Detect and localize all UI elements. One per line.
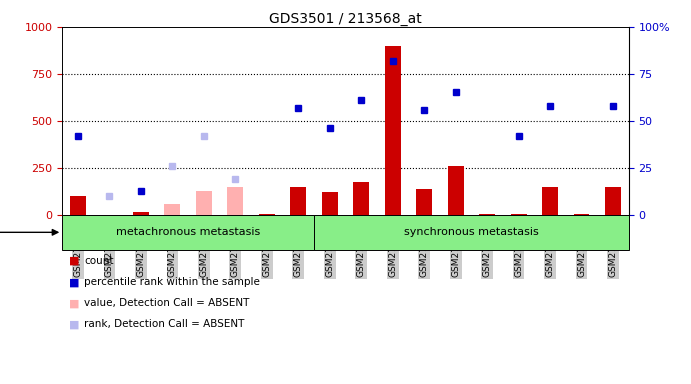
Bar: [542, 187, 558, 215]
Text: ■: ■: [69, 319, 79, 329]
Title: GDS3501 / 213568_at: GDS3501 / 213568_at: [269, 12, 422, 26]
Bar: [322, 192, 338, 215]
Bar: [164, 204, 180, 215]
Bar: [133, 212, 149, 215]
Bar: [314, 215, 629, 250]
Bar: [227, 187, 243, 215]
Text: value, Detection Call = ABSENT: value, Detection Call = ABSENT: [84, 298, 249, 308]
Text: percentile rank within the sample: percentile rank within the sample: [84, 277, 261, 287]
Bar: [574, 214, 589, 215]
Text: ■: ■: [69, 298, 79, 308]
Bar: [196, 190, 211, 215]
Bar: [448, 166, 464, 215]
Bar: [480, 214, 495, 215]
Bar: [290, 187, 306, 215]
Bar: [70, 196, 86, 215]
Bar: [605, 187, 621, 215]
Text: ■: ■: [69, 256, 79, 266]
Text: rank, Detection Call = ABSENT: rank, Detection Call = ABSENT: [84, 319, 245, 329]
Bar: [416, 189, 432, 215]
Bar: [385, 46, 401, 215]
Bar: [353, 182, 369, 215]
Text: synchronous metastasis: synchronous metastasis: [404, 227, 539, 237]
Text: metachronous metastasis: metachronous metastasis: [116, 227, 261, 237]
Text: count: count: [84, 256, 114, 266]
Bar: [62, 215, 314, 250]
Bar: [511, 214, 527, 215]
Text: ■: ■: [69, 277, 79, 287]
Bar: [259, 214, 275, 215]
Text: disease state: disease state: [0, 227, 58, 237]
